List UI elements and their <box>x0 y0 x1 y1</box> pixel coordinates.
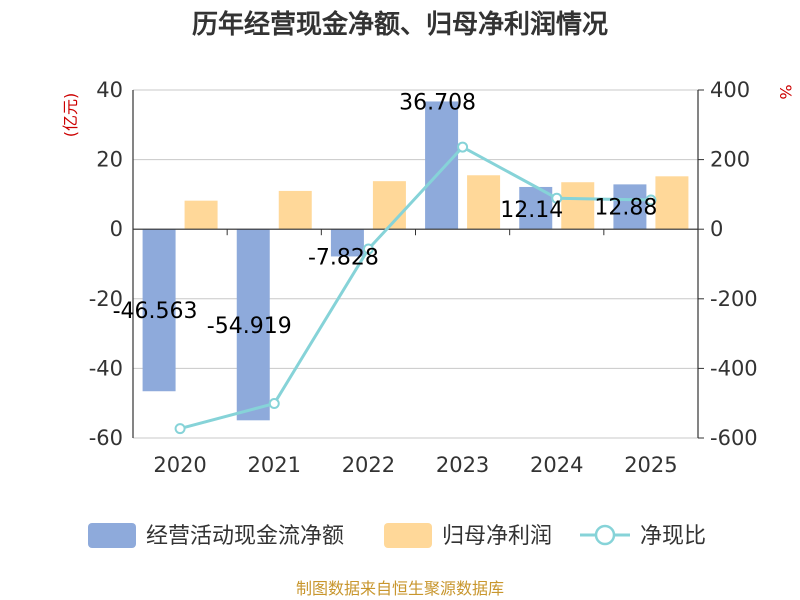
left-tick-label: 40 <box>96 78 123 102</box>
data-label: -46.563 <box>113 299 198 324</box>
data-label: -7.828 <box>308 245 379 270</box>
bar-profit-2025 <box>655 176 689 230</box>
x-tick-label: 2025 <box>624 453 677 477</box>
ratio-point-2025 <box>645 194 657 206</box>
legend-marker <box>594 524 616 546</box>
x-tick-label: 2022 <box>342 453 395 477</box>
legend-label: 经营活动现金流净额 <box>146 524 344 549</box>
bar-profit-2020 <box>184 200 218 230</box>
right-tick-label: 200 <box>710 148 750 172</box>
ratio-point-2023 <box>457 141 469 153</box>
legend-label: 归母净利润 <box>442 524 552 549</box>
x-tick-label: 2021 <box>248 453 301 477</box>
ratio-point-2024 <box>551 192 563 204</box>
right-tick-label: -200 <box>710 287 758 311</box>
axes <box>132 89 704 439</box>
legend: 经营活动现金流净额 归母净利润 净现比 <box>88 523 706 549</box>
x-tick-label: 2024 <box>530 453 583 477</box>
bar-profit-2024 <box>561 182 595 230</box>
ratio-line-path <box>179 145 651 431</box>
x-tick-label: 2020 <box>153 453 206 477</box>
chart-title: 历年经营现金净额、归母净利润情况 <box>192 9 608 40</box>
bar-cashflow-2023 <box>425 101 459 230</box>
right-tick-label: 400 <box>710 78 750 102</box>
legend-label: 净现比 <box>640 524 706 549</box>
source-note: 制图数据来自恒生聚源数据库 <box>296 579 504 598</box>
right-tick-label: -600 <box>710 426 758 450</box>
ratio-point-2021 <box>268 398 280 410</box>
left-tick-label: 20 <box>96 148 123 172</box>
legend-swatch <box>384 523 432 548</box>
right-tick-label: 0 <box>710 217 723 241</box>
right-axis-unit: % <box>776 84 795 99</box>
bar-cashflow-2021 <box>236 229 270 421</box>
data-label: 12.88 <box>594 195 657 220</box>
right-tick-label: -400 <box>710 356 758 380</box>
left-axis-unit: (亿元) <box>61 93 80 138</box>
bar-cashflow-2022 <box>330 229 364 257</box>
data-label: 36.708 <box>399 90 476 115</box>
ratio-point-2022 <box>362 243 374 255</box>
left-tick-label: -60 <box>89 426 123 450</box>
bar-profit-2023 <box>467 175 501 230</box>
data-labels: -46.563 -54.919 -7.828 36.708 12.14 12.88 <box>113 90 658 338</box>
bar-profit-2022 <box>372 181 406 230</box>
legend-swatch <box>88 523 136 548</box>
left-tick-label: -40 <box>89 356 123 380</box>
grid <box>133 89 698 439</box>
bar-cashflow-2020 <box>142 229 176 392</box>
bar-profit-2021 <box>278 190 312 230</box>
left-tick-label: 0 <box>110 217 123 241</box>
x-tick-label: 2023 <box>436 453 489 477</box>
data-label: -54.919 <box>207 314 292 339</box>
ratio-line <box>174 141 657 435</box>
data-label: 12.14 <box>500 198 563 223</box>
bars <box>142 101 689 421</box>
left-tick-label: -20 <box>89 287 123 311</box>
ratio-point-2020 <box>174 423 186 435</box>
bar-cashflow-2025 <box>613 184 647 230</box>
